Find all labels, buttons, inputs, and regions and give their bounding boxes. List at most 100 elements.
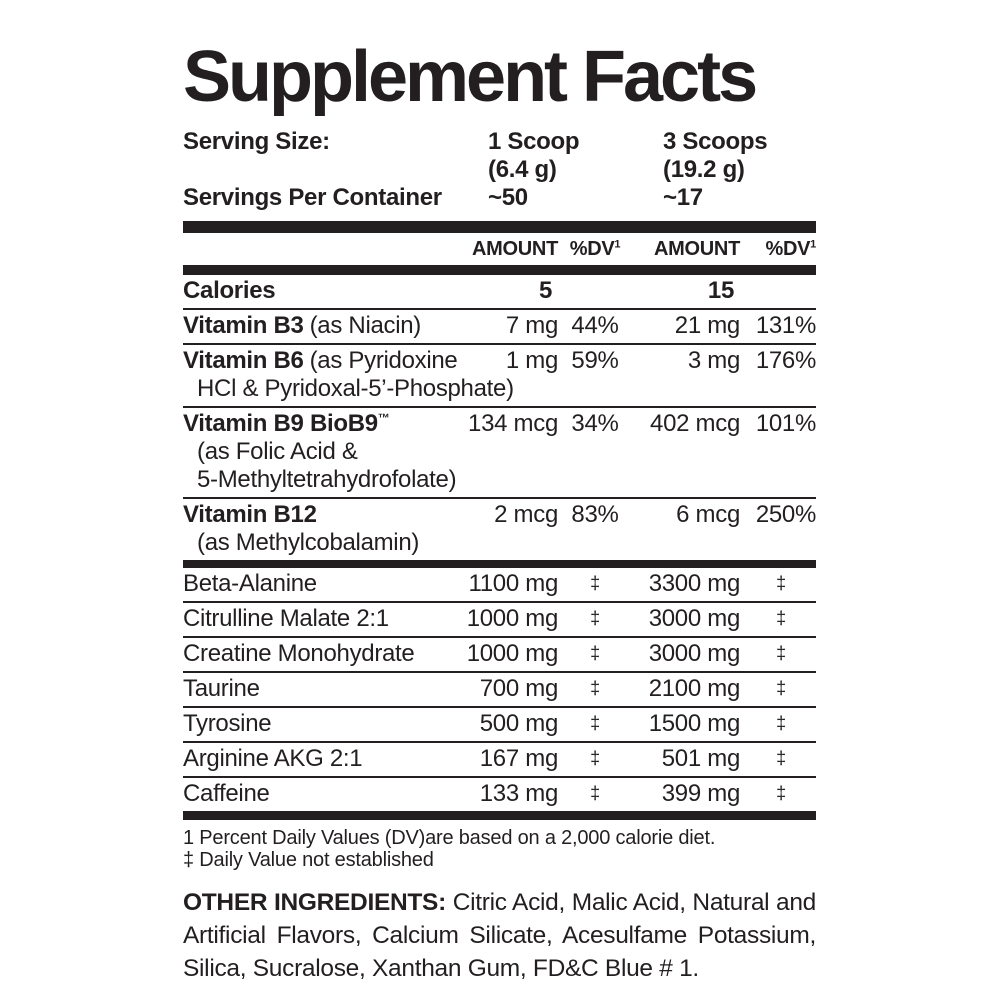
amount-2: 399 mg (661, 780, 741, 807)
page-title: Supplement Facts (183, 37, 758, 117)
serving-spacer (183, 156, 488, 184)
header-dv-1: %DV1 (564, 236, 626, 262)
header-amount-2: AMOUNT (654, 238, 740, 260)
table-header-row: AMOUNT %DV1 AMOUNT %DV1 (183, 233, 816, 265)
dv-2-dagger: ‡ (776, 573, 786, 593)
vitamin-source-note-line2: HCl & Pyridoxal-5’-Phosphate) (197, 375, 514, 402)
dv-1-dagger: ‡ (590, 573, 600, 593)
table-row-beta-alanine: Beta-Alanine 1100 mg ‡ 3300 mg ‡ (183, 568, 816, 601)
header-name-spacer (183, 236, 459, 262)
amount-1: 700 mg (479, 675, 559, 702)
dv-2-dagger: ‡ (776, 748, 786, 768)
table-row-tyrosine: Tyrosine 500 mg ‡ 1500 mg ‡ (183, 706, 816, 741)
header-dv-1-footnote-mark: 1 (614, 238, 621, 251)
amount-2: 6 mcg (676, 501, 740, 528)
dv-2: 176% (755, 347, 816, 374)
dv-2: 250% (755, 501, 816, 528)
table-row-creatine-monohydrate: Creatine Monohydrate 1000 mg ‡ 3000 mg ‡ (183, 636, 816, 671)
table-row-vitamin-b3: Vitamin B3 (as Niacin) 7 mg 44% 21 mg 131… (183, 308, 816, 343)
header-dv-2: %DV1 (746, 236, 817, 262)
serving-size-scoop-1: 1 Scoop (488, 128, 580, 155)
amount-1: 134 mcg (468, 410, 558, 437)
other-ingredients-text: Citric Acid, Malic Acid, Natural and Art… (183, 889, 817, 982)
dv-1-dagger: ‡ (590, 608, 600, 628)
table-row-vitamin-b12: Vitamin B12 (as Methylcobalamin) 2 mcg 8… (183, 497, 816, 560)
dv-2: 101% (755, 410, 816, 437)
amount-2: 3 mg (687, 347, 740, 374)
dv-1: 34% (571, 410, 619, 437)
serving-weight-1: (6.4 g) (488, 156, 557, 183)
row-name: Taurine (183, 675, 260, 702)
vitamin-source-note-line3: 5-Methyltetrahydrofolate) (197, 466, 457, 493)
vitamin-name: Vitamin B6 (183, 347, 304, 374)
dv-1-dagger: ‡ (590, 643, 600, 663)
amount-2: 1500 mg (648, 710, 741, 737)
amount-1: 1 mg (505, 347, 558, 374)
amount-2: 21 mg (674, 312, 741, 339)
amount-1: 133 mg (479, 780, 559, 807)
amount-1: 500 mg (479, 710, 559, 737)
dv-2 (746, 277, 816, 305)
serving-size-scoop-2: 3 Scoops (663, 128, 768, 155)
row-name: Tyrosine (183, 710, 272, 737)
amount-2: 402 mcg (650, 410, 740, 437)
row-name: Vitamin B6 (as Pyridoxine HCl & Pyridoxal… (183, 347, 514, 403)
header-dv-1-text: %DV (569, 238, 615, 260)
serving-size-label: Serving Size: (183, 128, 330, 155)
amount-2: 15 (707, 277, 734, 304)
dv-1-dagger: ‡ (590, 678, 600, 698)
header-dv-2-text: %DV (765, 238, 811, 260)
dv-2-dagger: ‡ (776, 643, 786, 663)
row-name: Beta-Alanine (183, 570, 317, 597)
row-name: Calories (183, 277, 276, 304)
header-dv-2-footnote-mark: 1 (810, 238, 816, 251)
table-row-vitamin-b6: Vitamin B6 (as Pyridoxine HCl & Pyridoxal… (183, 343, 816, 406)
amount-1: 7 mg (505, 312, 558, 339)
ingredients-section: Beta-Alanine 1100 mg ‡ 3300 mg ‡ Citrull… (183, 568, 816, 811)
vitamins-section: Calories 5 15 Vitamin B3 (as Niacin) 7 mg… (183, 275, 816, 560)
dv-1 (564, 277, 626, 305)
trademark-symbol: ™ (377, 411, 390, 425)
amount-2: 2100 mg (648, 675, 741, 702)
divider-heavy-top (183, 221, 816, 233)
table-row-citrulline-malate: Citrulline Malate 2:1 1000 mg ‡ 3000 mg … (183, 601, 816, 636)
dv-1: 59% (571, 347, 619, 374)
vitamin-source-note-line2: (as Folic Acid & (197, 438, 358, 465)
row-name: Creatine Monohydrate (183, 640, 415, 667)
amount-2: 3000 mg (648, 640, 741, 667)
divider-heavy-mid (183, 560, 816, 568)
divider-heavy-bottom (183, 811, 816, 820)
table-row-caffeine: Caffeine 133 mg ‡ 399 mg ‡ (183, 776, 816, 811)
row-name: Caffeine (183, 780, 270, 807)
footnotes: 1 Percent Daily Values (DV)are based on … (183, 827, 816, 871)
dagger-footnote: ‡ Daily Value not established (183, 849, 434, 871)
vitamin-source-note: (as Niacin) (309, 312, 422, 339)
dv-1-dagger: ‡ (590, 713, 600, 733)
divider-heavy-header (183, 265, 816, 275)
vitamin-name: Vitamin B3 (183, 312, 304, 339)
vitamin-source-note-line2: (as Methylcobalamin) (197, 529, 420, 556)
amount-1: 1000 mg (466, 605, 559, 632)
table-row-vitamin-b9: Vitamin B9 BioB9™ (as Folic Acid & 5-Met… (183, 406, 816, 497)
row-name: Arginine AKG 2:1 (183, 745, 363, 772)
table-row-taurine: Taurine 700 mg ‡ 2100 mg ‡ (183, 671, 816, 706)
servings-count-2: ~17 (663, 184, 703, 211)
amount-1: 1000 mg (466, 640, 559, 667)
dv-1-dagger: ‡ (590, 783, 600, 803)
vitamin-name: Vitamin B9 BioB9 (183, 410, 378, 437)
other-ingredients-label: OTHER INGREDIENTS: (183, 889, 446, 916)
table-row-arginine-akg: Arginine AKG 2:1 167 mg ‡ 501 mg ‡ (183, 741, 816, 776)
amount-2: 3000 mg (648, 605, 741, 632)
vitamin-source-note: (as Pyridoxine (309, 347, 458, 374)
row-name: Vitamin B3 (as Niacin) (183, 312, 459, 340)
servings-per-container-label: Servings Per Container (183, 184, 442, 211)
other-ingredients: OTHER INGREDIENTS: Citric Acid, Malic Ac… (183, 886, 816, 985)
amount-2: 501 mg (661, 745, 741, 772)
dv-footnote: 1 Percent Daily Values (DV)are based on … (183, 827, 716, 849)
row-name: Citrulline Malate 2:1 (183, 605, 389, 632)
row-name: Vitamin B9 BioB9™ (as Folic Acid & 5-Met… (183, 410, 459, 494)
vitamin-name: Vitamin B12 (183, 501, 317, 528)
amount-1: 1100 mg (468, 570, 558, 597)
dv-1: 83% (571, 501, 619, 528)
dv-2-dagger: ‡ (776, 713, 786, 733)
